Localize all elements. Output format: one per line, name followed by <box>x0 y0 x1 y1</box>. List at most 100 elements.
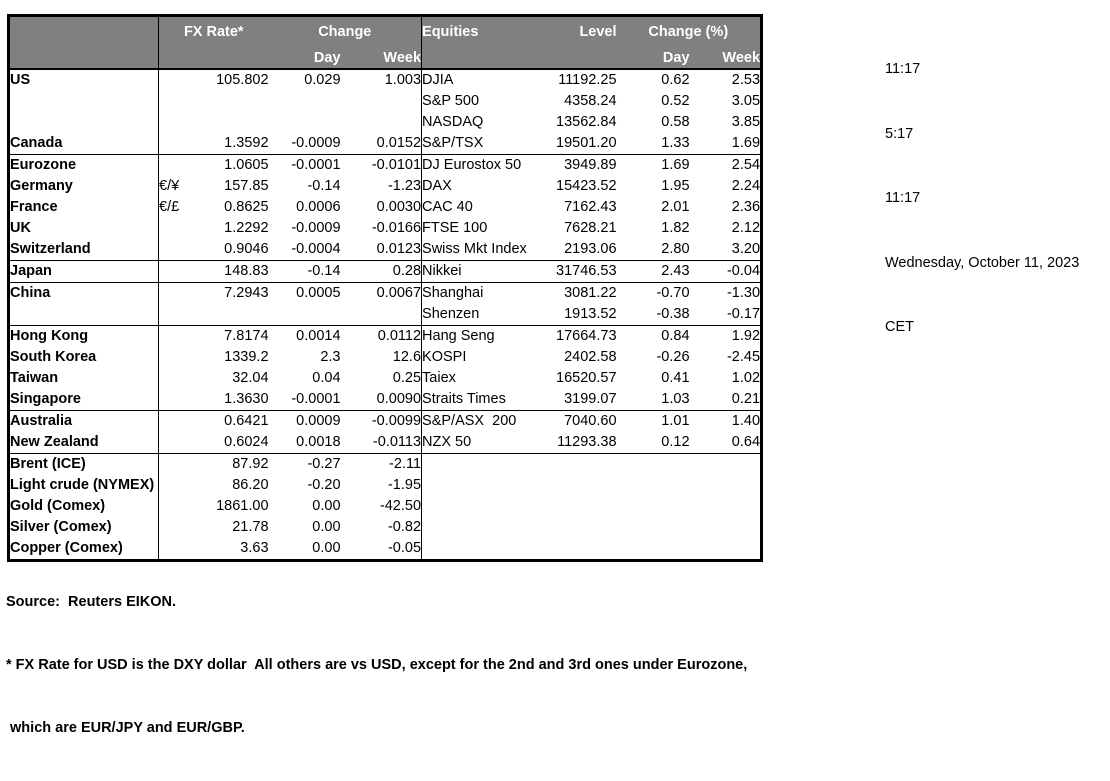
fx-rate-cell: 86.20 <box>232 477 269 493</box>
equity-name-cell: DJ Eurostox 50 <box>421 154 532 176</box>
table-row: Australia 0.6421 0.0009 -0.0099 S&P/ASX 200 7… <box>8 410 762 432</box>
equity-week-change-cell: 2.36 <box>731 199 761 215</box>
fx-week-change-cell: 0.0123 <box>376 241 422 257</box>
equity-week-change-cell: 2.53 <box>731 72 761 88</box>
timestamp-line: 11:17 <box>885 190 921 206</box>
table-header: FX Rate* Change Equities Level Change (%… <box>8 15 762 70</box>
fx-rate-cell: 157.85 <box>224 178 269 194</box>
equity-day-change-cell: 0.62 <box>661 72 690 88</box>
fx-week-change-cell: -0.0101 <box>340 154 422 176</box>
fx-rate-cell: 1861.00 <box>216 498 269 514</box>
table-row: Copper (Comex) 3.63 0.00 -0.05 <box>9 538 762 561</box>
equity-name-cell: KOSPI <box>421 347 532 368</box>
country-cell: UK <box>10 220 31 236</box>
table-row: Shenzen 1913.52 -0.38 -0.17 <box>9 304 762 326</box>
equity-week-change-cell <box>690 475 762 496</box>
fx-week-change-cell: 12.6 <box>392 349 422 365</box>
equity-name-cell: S&P/TSX <box>421 133 532 155</box>
equity-day-change-cell: 0.12 <box>661 434 690 450</box>
fx-week-change-cell <box>341 91 422 112</box>
country-cell <box>9 304 159 326</box>
table-body: US 105.802 0.029 1.003 DJIA 11192.25 0.62 2.53 S… <box>8 69 762 561</box>
equity-level-cell: 31746.53 <box>531 260 617 283</box>
fx-week-change-cell: -0.82 <box>387 519 422 535</box>
equity-level-cell: 2193.06 <box>564 241 617 257</box>
country-cell: US <box>10 72 31 88</box>
equity-day-change-cell: 1.03 <box>661 391 690 407</box>
fx-week-change-cell: -0.0166 <box>371 220 422 236</box>
equity-level-cell: 3199.07 <box>564 391 617 407</box>
currency-pair-cell <box>158 133 194 155</box>
fx-rate-cell: 0.6421 <box>193 410 269 432</box>
equity-level-cell: 13562.84 <box>556 114 617 130</box>
equity-level-cell: 15423.52 <box>556 178 617 194</box>
level-header: Level <box>531 15 617 47</box>
fx-rate-cell: 1.0605 <box>193 154 269 176</box>
equity-week-change-cell: 3.05 <box>731 93 761 109</box>
equity-week-change-cell: -0.04 <box>689 260 762 283</box>
equity-level-cell: 16520.57 <box>556 370 617 386</box>
fx-day-change-cell: 0.0018 <box>296 434 341 450</box>
equity-name-cell <box>421 453 532 475</box>
corner-header-cell <box>8 15 159 47</box>
equity-week-change-cell: -0.17 <box>726 306 761 322</box>
equity-name-cell <box>421 538 532 561</box>
equity-week-change-cell: 2.54 <box>689 154 762 176</box>
equity-name-cell: Nikkei <box>421 260 532 283</box>
equity-week-change-cell: 1.92 <box>689 325 762 347</box>
fx-day-change-cell: 0.00 <box>312 540 341 556</box>
equity-day-change-cell <box>616 453 690 475</box>
fx-day-change-cell: 0.0009 <box>268 410 341 432</box>
fx-rate-cell: 87.92 <box>193 453 269 475</box>
fx-week-change-cell: 0.0090 <box>376 391 422 407</box>
equity-name-cell <box>421 475 532 496</box>
equity-name-cell: DJIA <box>421 69 532 91</box>
fx-day-change-cell: 0.0005 <box>268 282 341 304</box>
equities-week-header: Week <box>689 47 762 70</box>
equity-day-change-cell: 0.41 <box>661 370 690 386</box>
currency-pair-cell <box>158 154 194 176</box>
fx-week-change-cell: -0.05 <box>387 540 422 556</box>
fx-week-change-cell: 0.0067 <box>340 282 422 304</box>
equity-name-cell: S&P/ASX 200 <box>421 410 532 432</box>
equity-week-change-cell <box>690 517 762 538</box>
table-row: Taiwan 32.04 0.04 0.25 Taiex 16520.57 0.41 1.02 <box>9 368 762 389</box>
fx-day-change-cell: 0.029 <box>304 72 341 88</box>
equity-level-cell: 3081.22 <box>531 282 617 304</box>
currency-pair-cell: €/¥ <box>158 176 194 197</box>
currency-pair-cell <box>158 69 194 91</box>
equity-week-change-cell: -1.30 <box>689 282 762 304</box>
equity-day-change-cell: 0.84 <box>616 325 690 347</box>
equity-day-change-cell: 1.33 <box>661 135 690 151</box>
country-cell: Gold (Comex) <box>10 498 106 514</box>
footnote-line-1: * FX Rate for USD is the DXY dollar All … <box>6 657 748 673</box>
table-row: Switzerland 0.9046 -0.0004 0.0123 Swiss Mkt … <box>9 239 762 261</box>
country-cell: China <box>8 282 159 304</box>
equity-name-cell: FTSE 100 <box>421 218 532 239</box>
equity-week-change-cell: 0.21 <box>731 391 761 407</box>
table-row: Germany €/¥ 157.85 -0.14 -1.23 DAX 15423.52 1.9… <box>9 176 762 197</box>
currency-pair-cell <box>158 91 194 112</box>
currency-pair-cell <box>158 239 194 261</box>
equity-level-cell: 19501.20 <box>556 135 617 151</box>
equity-week-change-cell: 3.85 <box>731 114 761 130</box>
fx-day-change-cell: -0.27 <box>268 453 341 475</box>
country-cell: Canada <box>10 135 63 151</box>
fx-rate-cell: 1.3592 <box>224 135 269 151</box>
equities-header: Equities <box>421 15 532 47</box>
country-cell: New Zealand <box>10 434 99 450</box>
equity-day-change-cell: 2.80 <box>661 241 690 257</box>
fx-rate-cell: 32.04 <box>232 370 269 386</box>
fx-week-change-cell: 0.0152 <box>376 135 422 151</box>
footnote-line-2: which are EUR/JPY and EUR/GBP. <box>6 720 245 736</box>
table-row: Brent (ICE) 87.92 -0.27 -2.11 <box>8 453 762 475</box>
fx-rate-cell: 1.3630 <box>224 391 269 407</box>
country-cell: Taiwan <box>10 370 59 386</box>
fx-day-change-cell: -0.0004 <box>291 241 341 257</box>
equity-day-change-cell <box>617 496 690 517</box>
equity-day-change-cell: 2.01 <box>661 199 690 215</box>
equities-day-header: Day <box>616 47 690 70</box>
country-cell: Germany <box>10 178 73 194</box>
country-cell: Japan <box>8 260 159 283</box>
table-row: Light crude (NYMEX) 86.20 -0.20 -1.95 <box>9 475 762 496</box>
